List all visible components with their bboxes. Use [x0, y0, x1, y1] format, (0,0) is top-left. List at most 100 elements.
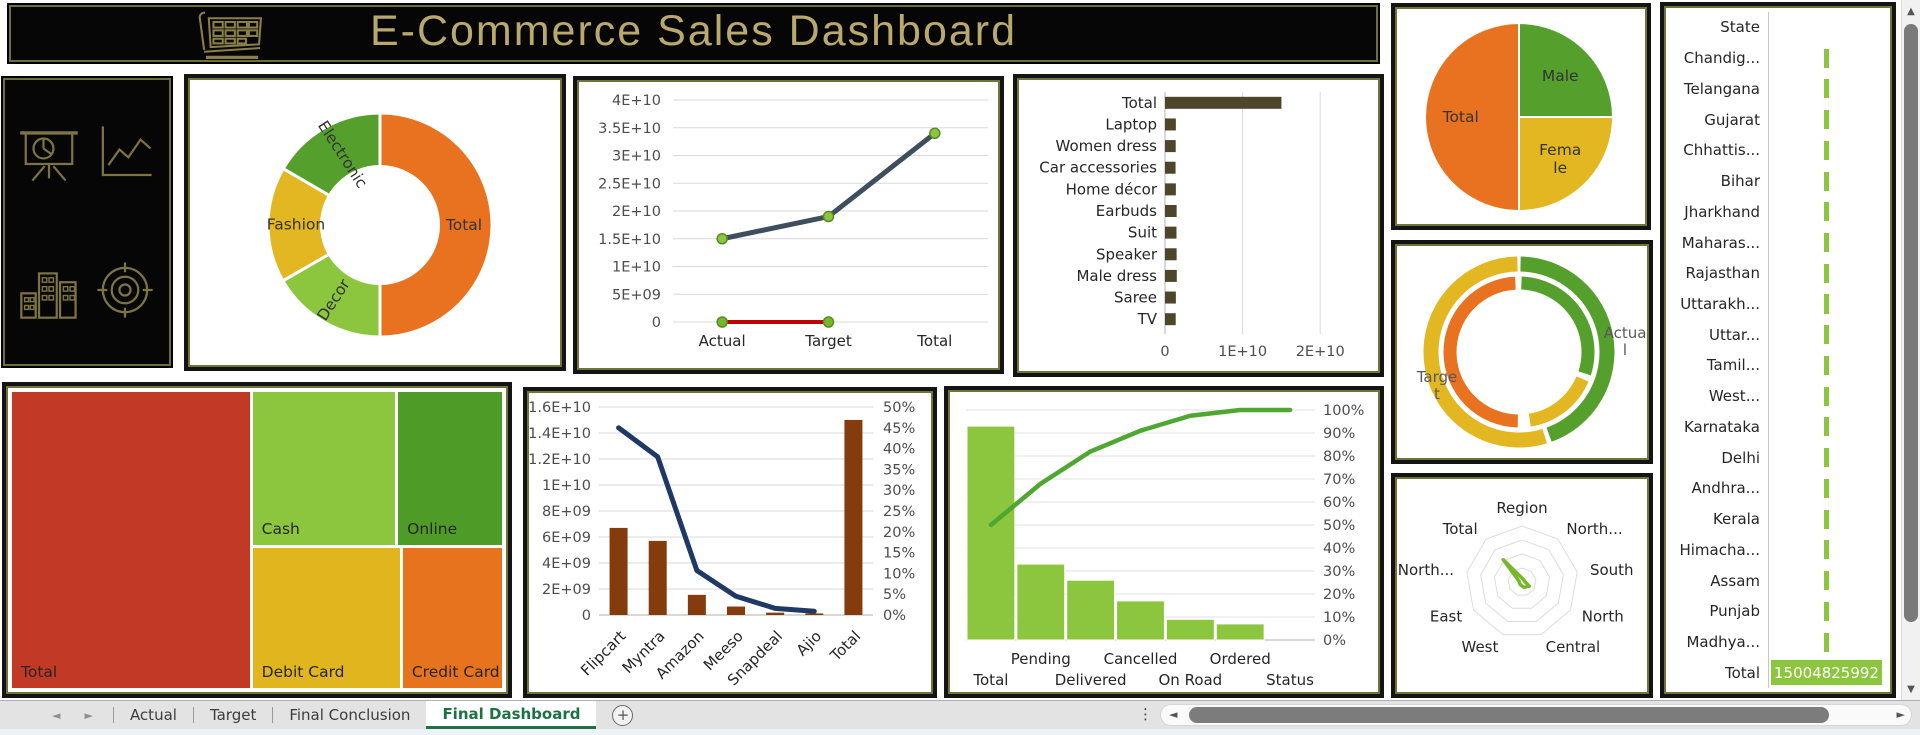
state-bar-area [1768, 503, 1884, 535]
state-label: Delhi [1721, 448, 1760, 467]
svg-text:Cancelled: Cancelled [1104, 650, 1178, 668]
product-bar-3 [1165, 161, 1176, 174]
state-row: Maharas... [1672, 227, 1884, 258]
product-bar-8 [1165, 269, 1177, 282]
state-bar [1823, 171, 1830, 191]
sheet-tab-row: ◄ ► Actual Target Final Conclusion Final Da… [0, 701, 1920, 729]
treemap-cell-label: Online [407, 519, 458, 538]
sheet-tab-final-dashboard[interactable]: Final Dashboard [426, 701, 597, 729]
svg-text:0: 0 [652, 315, 661, 331]
tab-scrollbar-split-handle[interactable]: ⋮ [1138, 705, 1153, 723]
gender-pie-panel: Male Fema le Total [1391, 3, 1651, 230]
horizontal-scroll-thumb[interactable] [1189, 707, 1829, 723]
svg-text:1.6E+10: 1.6E+10 [529, 400, 591, 416]
svg-text:Total: Total [916, 332, 952, 350]
state-bar [1823, 509, 1830, 529]
treemap-cell-label: Credit Card [411, 663, 500, 681]
sheet-tab-final-conclusion[interactable]: Final Conclusion [289, 706, 411, 724]
product-bar-5 [1165, 205, 1177, 217]
svg-text:2E+10: 2E+10 [1296, 344, 1345, 360]
svg-text:Actual: Actual [1604, 324, 1647, 359]
state-bar-area [1768, 411, 1884, 443]
state-label: Himacha... [1679, 540, 1760, 559]
svg-text:South: South [1590, 561, 1634, 579]
state-bar-area [1768, 595, 1884, 627]
tab-separator [272, 707, 274, 723]
pareto-bar-3 [727, 606, 745, 615]
state-bar-area [1768, 165, 1884, 197]
state-row: Uttarakh... [1672, 288, 1884, 320]
sidebar-icon-grid [11, 86, 163, 358]
state-row: Telangana [1672, 73, 1884, 105]
state-row: Karnataka [1672, 411, 1884, 443]
product-bar-10 [1165, 313, 1176, 326]
svg-text:45%: 45% [883, 421, 915, 437]
svg-text:North...: North... [1398, 561, 1454, 579]
svg-text:Total: Total [826, 627, 864, 665]
svg-text:100%: 100% [1323, 403, 1364, 419]
svg-text:Status: Status [1266, 671, 1314, 689]
svg-text:0: 0 [1160, 344, 1169, 360]
status-pareto-svg: 100% 90% 80% 70% 60% 50% 40% 30% 20% 10% 0% Pending… [966, 403, 1364, 689]
state-row: Himacha... [1672, 534, 1884, 566]
svg-text:Total: Total [1442, 108, 1479, 126]
line-chart-icon [101, 126, 152, 177]
platform-pareto-panel: 1.6E+10 1.4E+10 1.2E+10 1E+10 8E+09 6E+09 4E+0… [523, 387, 937, 698]
presentation-pie-chart-icon [20, 131, 78, 182]
vertical-scroll-thumb[interactable] [1904, 24, 1918, 622]
scroll-up-icon[interactable]: ▲ [1907, 6, 1915, 17]
svg-text:West: West [1462, 638, 1499, 656]
svg-text:Male dress: Male dress [1076, 267, 1157, 285]
pareto-bar-5 [805, 613, 824, 615]
state-bar [1823, 48, 1830, 68]
state-bar-area [1768, 319, 1884, 351]
state-label: Kerala [1712, 510, 1760, 529]
svg-text:1.5E+10: 1.5E+10 [598, 232, 661, 248]
treemap-cell-label: Total [21, 663, 58, 681]
shopping-cart-icon [198, 11, 263, 59]
horizontal-scrollbar[interactable]: ◄ ► [1160, 704, 1912, 726]
svg-text:35%: 35% [883, 462, 915, 478]
state-label: Jharkhand [1684, 202, 1760, 221]
svg-text:Region: Region [1496, 499, 1547, 517]
vertical-scrollbar[interactable]: ▲ ▼ [1901, 0, 1920, 700]
svg-text:Central: Central [1546, 638, 1601, 656]
state-row: West... [1672, 380, 1884, 412]
scroll-right-icon[interactable]: ► [1896, 708, 1905, 721]
treemap-row: Cash Online [252, 392, 502, 545]
svg-text:30%: 30% [883, 483, 915, 499]
state-row: Chhattis... [1672, 134, 1884, 166]
svg-text:90%: 90% [1323, 426, 1355, 442]
svg-text:4E+09: 4E+09 [542, 556, 591, 572]
state-bar [1823, 79, 1830, 99]
svg-text:20%: 20% [883, 525, 915, 541]
svg-text:On Road: On Road [1158, 671, 1222, 689]
svg-text:Ajio: Ajio [793, 627, 825, 659]
svg-text:1.2E+10: 1.2E+10 [529, 452, 591, 468]
scroll-left-icon[interactable]: ◄ [1169, 708, 1178, 721]
state-bar-area [1768, 104, 1884, 135]
state-row: Gujarat [1672, 104, 1884, 135]
scroll-down-icon[interactable]: ▼ [1907, 684, 1915, 695]
trend-line-chart: 4E+10 3.5E+10 3E+10 2.5E+10 2E+10 1.5E+10 1E+1… [579, 82, 998, 368]
treemap-cell-credit-card: Credit Card [402, 547, 502, 688]
svg-text:15%: 15% [883, 546, 915, 562]
state-row: Tamil... [1672, 350, 1884, 381]
city-buildings-icon [20, 272, 77, 319]
product-bar-9 [1165, 291, 1176, 304]
state-bar [1823, 386, 1830, 406]
sheet-nav-prev-button[interactable]: ◄ [52, 708, 61, 722]
sheet-tab-target[interactable]: Target [209, 706, 257, 724]
svg-text:Laptop: Laptop [1105, 115, 1157, 133]
new-sheet-button[interactable]: + [612, 704, 634, 726]
product-bar-6 [1165, 226, 1177, 239]
sheet-nav-next-button[interactable]: ► [84, 708, 93, 722]
svg-text:2.5E+10: 2.5E+10 [598, 176, 661, 192]
svg-text:50%: 50% [1323, 518, 1355, 534]
tab-separator [112, 707, 114, 723]
sheet-tab-actual[interactable]: Actual [129, 706, 177, 724]
state-label: Uttarakh... [1680, 294, 1760, 313]
product-bars-panel: 0 1E+10 2E+10 Total Laptop Women dress Car acc… [1013, 74, 1384, 377]
status-bar-0 [966, 425, 1016, 641]
